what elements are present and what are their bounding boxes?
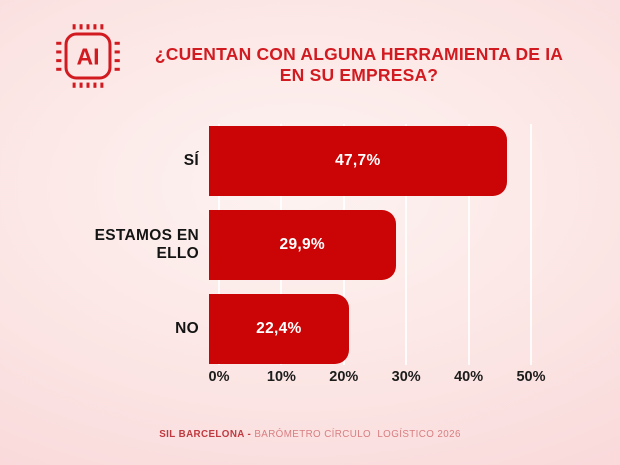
x-axis: 0% 10% 20% 30% 40% 50% — [209, 369, 546, 389]
gridline — [405, 124, 408, 365]
footer-source: SIL BARCELONA - — [159, 429, 255, 440]
gridline — [467, 124, 470, 365]
x-axis-tick-label: 20% — [329, 369, 359, 385]
ai-chip-icon: AI — [56, 24, 120, 88]
page-title-line-1: ¿CUENTAN CON ALGUNA HERRAMIENTA DE IA — [154, 44, 564, 64]
bar-chart: SÍ 47,7% ESTAMOS EN ELLO 29,9% NO 22,4% 0% 10%… — [60, 124, 546, 396]
bar-value-label: 22,4% — [256, 320, 302, 337]
category-label: ESTAMOS EN ELLO — [94, 227, 199, 262]
bar: 22,4% — [209, 294, 349, 364]
ai-icon-text: AI — [76, 44, 99, 70]
bar-track: 29,9% — [209, 210, 521, 280]
bar: 47,7% — [209, 126, 507, 196]
footer-subtitle: BARÓMETRO CÍRCULO LOGÍSTICO 2026 — [254, 429, 461, 440]
bar-rows: SÍ 47,7% ESTAMOS EN ELLO 29,9% NO 22,4% — [60, 126, 540, 364]
bar: 29,9% — [209, 210, 396, 280]
x-axis-tick-label: 30% — [391, 369, 421, 385]
bar-row: SÍ 47,7% — [60, 126, 540, 196]
category-label: NO — [175, 320, 199, 337]
bar-value-label: 47,7% — [335, 152, 381, 169]
page-title: ¿CUENTAN CON ALGUNA HERRAMIENTA DE IA EN… — [128, 44, 590, 86]
bar-row: ESTAMOS EN ELLO 29,9% — [60, 210, 540, 280]
x-axis-tick-label: 50% — [516, 369, 546, 385]
bar-track: 47,7% — [209, 126, 521, 196]
x-axis-tick-label: 40% — [454, 369, 484, 385]
category-label: SÍ — [183, 152, 199, 169]
bar-track: 22,4% — [209, 294, 521, 364]
page-title-line-2: EN SU EMPRESA? — [279, 65, 439, 85]
footer-credit: SIL BARCELONA - BARÓMETRO CÍRCULO LOGÍST… — [0, 429, 620, 440]
x-axis-tick-label: 0% — [208, 369, 230, 385]
bar-value-label: 29,9% — [279, 236, 325, 253]
x-axis-tick-label: 10% — [266, 369, 296, 385]
bar-row: NO 22,4% — [60, 294, 540, 364]
gridline — [530, 124, 532, 365]
